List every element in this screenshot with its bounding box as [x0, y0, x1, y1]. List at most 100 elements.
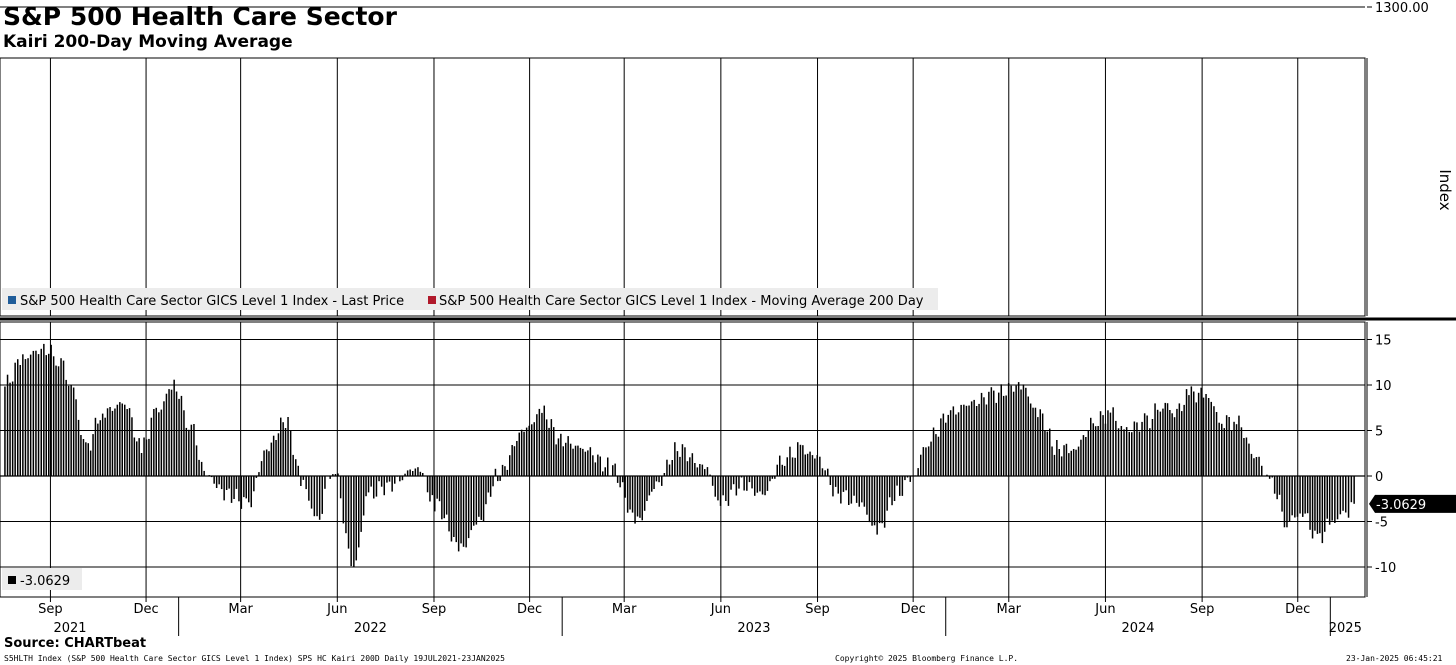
- kairi-bar: [1248, 443, 1250, 476]
- kairi-bar: [840, 476, 842, 504]
- kairi-bar: [988, 391, 990, 476]
- kairi-bar: [1173, 417, 1176, 476]
- kairi-bar: [1125, 427, 1128, 476]
- kairi-bar: [258, 472, 260, 476]
- kairi-bar: [318, 476, 321, 520]
- kairi-bar: [827, 468, 829, 476]
- kairi-bar: [602, 471, 604, 476]
- ticker-info: S5HLTH Index (S&P 500 Health Care Sector…: [4, 654, 505, 663]
- kairi-bar: [155, 407, 157, 476]
- legend-box: [2, 288, 938, 310]
- x-year-label: 2024: [1121, 621, 1154, 636]
- kairi-bar: [1002, 395, 1005, 476]
- kairi-bar: [998, 392, 1000, 476]
- kairi-bar: [124, 404, 126, 476]
- kairi-bar: [225, 476, 228, 490]
- kairi-bar: [1049, 428, 1051, 476]
- kairi-bar: [465, 476, 467, 548]
- kairi-bar: [955, 414, 957, 476]
- kairi-bar: [528, 425, 530, 476]
- kairi-bar: [35, 350, 37, 476]
- kairi-bar: [1104, 423, 1107, 476]
- kairi-bar: [725, 476, 727, 501]
- kairi-bar: [722, 476, 724, 496]
- kairi-bar: [513, 446, 516, 476]
- legend-label-ma200: S&P 500 Health Care Sector GICS Level 1 …: [439, 294, 924, 309]
- x-month-label: Dec: [1285, 602, 1310, 617]
- kairi-bar: [170, 389, 173, 476]
- kairi-bar: [1183, 404, 1185, 476]
- kairi-bar: [45, 355, 47, 476]
- kairi-bar: [1029, 403, 1032, 476]
- kairi-bar: [329, 476, 331, 479]
- kairi-bar: [235, 476, 238, 489]
- kairi-bar: [223, 476, 225, 501]
- kairi-bar: [651, 476, 653, 492]
- kairi-bar: [832, 476, 834, 497]
- kairi-bar: [1041, 413, 1044, 476]
- kairi-y-tick-label: 15: [1375, 334, 1392, 349]
- kairi-bar: [388, 476, 391, 482]
- kairi-bar: [1266, 474, 1268, 476]
- x-month-label: Sep: [38, 602, 63, 617]
- kairi-bar: [386, 476, 388, 483]
- kairi-bar: [308, 476, 310, 501]
- kairi-bar: [445, 476, 448, 515]
- kairi-bar: [29, 354, 32, 476]
- kairi-bar: [238, 476, 240, 502]
- kairi-bar: [711, 476, 714, 486]
- kairi-bar: [426, 476, 429, 493]
- kairi-bar: [1143, 413, 1146, 476]
- kairi-bar: [198, 459, 200, 476]
- kairi-bar: [658, 476, 660, 483]
- kairi-bar: [811, 455, 814, 476]
- kairi-bar: [111, 410, 114, 476]
- kairi-bar: [119, 402, 121, 476]
- kairi-bar: [779, 455, 781, 476]
- kairi-bar: [11, 381, 14, 476]
- kairi-bar: [631, 476, 634, 513]
- kairi-bar: [497, 476, 499, 482]
- kairi-bar: [930, 441, 932, 476]
- kairi-bar: [917, 468, 919, 476]
- kairi-bar: [77, 419, 80, 476]
- kairi-bar: [253, 476, 255, 492]
- kairi-bar: [1178, 403, 1181, 476]
- kairi-bar: [719, 476, 722, 506]
- kairi-bar: [263, 450, 265, 476]
- kairi-legend-swatch: [8, 576, 16, 584]
- kairi-bar: [968, 405, 970, 476]
- kairi-bar: [1051, 446, 1053, 476]
- kairi-bar: [355, 476, 357, 561]
- kairi-bar: [1027, 396, 1029, 476]
- x-month-label: Sep: [805, 602, 830, 617]
- kairi-bar: [1094, 426, 1097, 476]
- kairi-bar: [574, 445, 577, 476]
- kairi-bar: [837, 476, 839, 494]
- kairi-bar: [1276, 476, 1278, 500]
- kairi-bar: [478, 476, 480, 517]
- kairi-bar: [1185, 389, 1188, 476]
- kairi-bar: [178, 398, 180, 476]
- kairi-bar: [332, 474, 334, 476]
- kairi-bar: [629, 476, 631, 510]
- kairi-bar: [412, 471, 414, 476]
- kairi-bar: [648, 476, 651, 496]
- kairi-bar: [1080, 439, 1082, 476]
- kairi-bar: [391, 476, 393, 492]
- kairi-bar: [975, 406, 978, 476]
- kairi-bar: [131, 417, 133, 476]
- kairi-y-tick-label: 0: [1375, 470, 1383, 485]
- kairi-bar: [614, 463, 616, 476]
- kairi-bar: [814, 458, 816, 476]
- kairi-bar: [932, 427, 935, 476]
- kairi-bar: [906, 476, 909, 478]
- kairi-bar: [1005, 395, 1007, 476]
- kairi-bar: [748, 476, 751, 483]
- kairi-bar: [165, 393, 168, 476]
- kairi-bar: [1136, 422, 1138, 476]
- x-month-label: Mar: [997, 602, 1022, 617]
- kairi-bar: [1123, 429, 1125, 476]
- kairi-bar: [706, 467, 709, 476]
- kairi-bar: [1281, 476, 1283, 512]
